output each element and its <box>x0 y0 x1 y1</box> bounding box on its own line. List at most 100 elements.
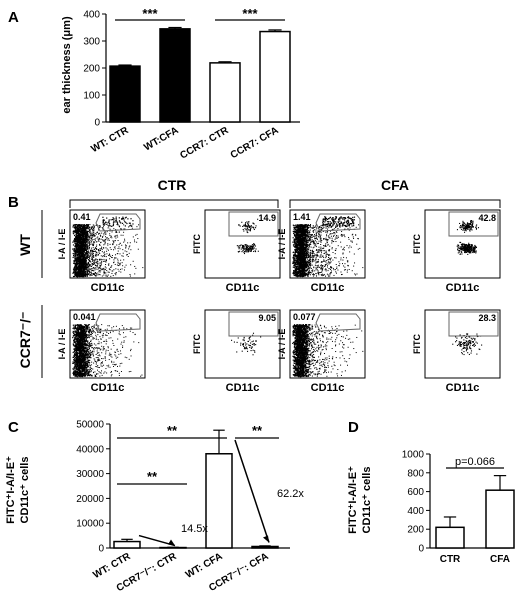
gate-value: 28.3 <box>478 313 496 323</box>
y-tick-label: 20000 <box>76 494 104 505</box>
bar <box>436 527 464 548</box>
chart-d: FITC⁺I-A/I-E⁺ CD11c⁺ cells 0 200 400 600 800… <box>347 450 514 566</box>
fold-arrow <box>235 440 269 542</box>
panel-letter-b: B <box>8 194 19 211</box>
y-tick-label: 30000 <box>76 469 104 480</box>
flow-plot-fitc: 28.3 CD11c FITC <box>412 310 500 394</box>
flow-row-label-wt: WT <box>17 234 33 256</box>
flow-plot-mhc: 1.41 CD11c I-A / I-E <box>277 210 365 294</box>
y-tick-label: 1000 <box>402 450 425 461</box>
flow-x-axis-label: CD11c <box>446 282 480 294</box>
panel-letter-a: A <box>8 9 19 26</box>
chart-c-ylabel-line2: CD11c⁺ cells <box>19 457 31 524</box>
category-label: CCR7: CFA <box>229 125 281 161</box>
flow-y-axis-label: I-A / I-E <box>277 329 287 360</box>
flow-y-axis-label: I-A / I-E <box>57 329 67 360</box>
y-tick-label: 100 <box>83 91 100 102</box>
y-tick-label: 0 <box>98 544 104 555</box>
flow-bracket-cfa <box>290 200 500 208</box>
chart-d-ylabel-line2: CD11c⁺ cells <box>361 467 373 534</box>
fold-annotation: 14.5x <box>181 523 208 535</box>
y-tick-label: 300 <box>83 37 100 48</box>
gate-value: 0.041 <box>73 312 96 322</box>
gate-value: 42.8 <box>478 213 496 223</box>
category-label: CCR7: CTR <box>178 125 231 162</box>
y-tick-label: 40000 <box>76 444 104 455</box>
flow-y-axis-label: FITC <box>412 334 422 354</box>
significance-label: ** <box>252 423 263 438</box>
gate-value: 9.05 <box>258 313 276 323</box>
flow-x-axis-label: CD11c <box>226 282 260 294</box>
bar <box>110 66 140 122</box>
flow-y-axis-label: I-A / I-E <box>277 229 287 260</box>
bar <box>260 32 290 122</box>
significance-label: *** <box>142 6 158 21</box>
category-label: CFA <box>490 554 510 565</box>
flow-plot-fitc: 42.8 CD11c FITC <box>412 210 500 294</box>
flow-x-axis-label: CD11c <box>446 382 480 394</box>
category-label: WT: CFA <box>184 551 225 581</box>
flow-plot-mhc: 0.041 CD11c I-A / I-E <box>57 310 145 394</box>
y-tick-label: 200 <box>407 525 424 536</box>
y-tick-label: 0 <box>94 118 100 129</box>
flow-y-axis-label: I-A / I-E <box>57 229 67 260</box>
flow-header-cfa: CFA <box>381 177 409 193</box>
chart-d-plot: 0 200 400 600 800 1000 CTR CFA p=0.066 <box>402 450 514 566</box>
bar <box>486 490 514 548</box>
chart-a-ylabel: ear thickness (μm) <box>61 16 73 114</box>
flow-x-axis-label: CD11c <box>311 382 345 394</box>
significance-label: *** <box>242 6 258 21</box>
bar <box>252 546 278 548</box>
flow-x-axis-label: CD11c <box>91 282 125 294</box>
significance-label: p=0.066 <box>455 456 495 468</box>
significance-label: ** <box>167 423 178 438</box>
flow-plot-fitc: 14.9 CD11c FITC <box>192 210 280 294</box>
category-label: WT: CTR <box>89 125 131 155</box>
y-tick-label: 400 <box>83 10 100 21</box>
panel-letter-c: C <box>8 419 19 436</box>
flow-header-ctr: CTR <box>158 177 187 193</box>
flow-y-axis-label: FITC <box>192 334 202 354</box>
fold-annotation: 62.2x <box>277 488 304 500</box>
flow-bracket-ctr <box>70 200 278 208</box>
flow-plot-mhc: 0.077 CD11c I-A / I-E <box>277 310 365 394</box>
y-tick-label: 800 <box>407 468 424 479</box>
y-tick-label: 200 <box>83 64 100 75</box>
flow-x-axis-label: CD11c <box>91 382 125 394</box>
fold-arrow-head <box>263 535 269 542</box>
y-tick-label: 50000 <box>76 420 104 431</box>
chart-d-ylabel-line1: FITC⁺I-A/I-E⁺ <box>347 466 359 534</box>
flow-row-label-ccr7: CCR7⁻/⁻ <box>17 312 33 369</box>
category-label: CTR <box>440 554 461 565</box>
gate-value: 1.41 <box>293 212 311 222</box>
bar <box>160 29 190 122</box>
chart-c: FITC⁺I-A/I-E⁺ CD11c⁺ cells 0 10000 20000 30… <box>5 420 304 595</box>
y-tick-label: 0 <box>418 544 424 555</box>
y-tick-label: 10000 <box>76 519 104 530</box>
flow-plot-fitc: 9.05 CD11c FITC <box>192 310 280 394</box>
flow-y-axis-label: FITC <box>192 234 202 254</box>
flow-y-axis-label: FITC <box>412 234 422 254</box>
gate-value: 0.077 <box>293 312 316 322</box>
gate-value: 14.9 <box>258 213 276 223</box>
panel-letter-d: D <box>348 419 359 436</box>
significance-label: ** <box>147 469 158 484</box>
chart-a: ear thickness (μm) 0 100 200 300 400 WT: CTR W… <box>61 6 300 162</box>
gate-value: 0.41 <box>73 212 91 222</box>
category-label: WT:CFA <box>142 125 180 153</box>
fold-arrow-head <box>168 540 175 546</box>
flow-x-axis-label: CD11c <box>226 382 260 394</box>
chart-c-ylabel-line1: FITC⁺I-A/I-E⁺ <box>5 456 17 524</box>
y-tick-label: 600 <box>407 487 424 498</box>
bar <box>210 63 240 122</box>
bar <box>206 454 232 548</box>
flow-x-axis-label: CD11c <box>311 282 345 294</box>
bar <box>114 542 140 548</box>
y-tick-label: 400 <box>407 506 424 517</box>
flow-plot-mhc: 0.41 CD11c I-A / I-E <box>57 210 145 294</box>
